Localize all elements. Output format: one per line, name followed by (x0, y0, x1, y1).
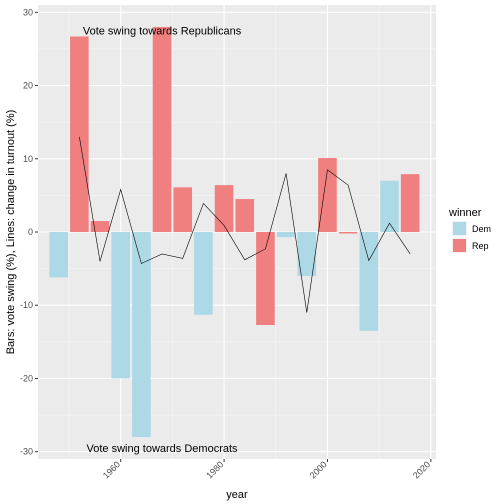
legend-swatch-dem (453, 222, 466, 235)
annotations-group: Vote swing towards Republicans Vote swing… (83, 26, 242, 455)
bar-2000 (318, 158, 337, 232)
y-tick-label: -20 (20, 373, 33, 383)
bar-1960 (111, 232, 131, 379)
bars-group (49, 26, 420, 438)
annotation-1: Vote swing towards Republicans (83, 26, 242, 38)
y-tick-label: -10 (20, 300, 33, 310)
y-axis-title: Bars: vote swing (%), Lines: change in t… (5, 110, 17, 355)
y-tick-label: 20 (23, 81, 33, 91)
x-axis-title: year (226, 489, 248, 501)
y-tick-label: 0 (28, 227, 33, 237)
bar-2004 (338, 232, 358, 234)
y-tick-label: 30 (23, 7, 33, 17)
bar-1972 (173, 187, 193, 232)
bar-1988 (256, 232, 275, 325)
bar-1980 (214, 185, 234, 232)
legend-swatch-rep (453, 239, 466, 252)
turnout-line-group (79, 136, 411, 313)
bar-2012 (380, 180, 399, 232)
bar-1952 (70, 36, 89, 233)
bar-1968 (152, 26, 172, 232)
annotation-2: Vote swing towards Democrats (87, 443, 239, 455)
legend: winner Dem Rep (448, 207, 491, 253)
bar-2016 (400, 174, 420, 232)
bar-1976 (194, 232, 213, 315)
turnout-change-line (79, 136, 411, 313)
bar-1948 (49, 232, 68, 278)
bar-1996 (297, 232, 317, 276)
y-axis: -30 -20 -10 0 10 20 30 (20, 7, 38, 457)
y-tick-label: 10 (23, 154, 33, 164)
bar-1984 (235, 199, 255, 232)
legend-label-rep: Rep (472, 241, 489, 251)
bar-1964 (132, 232, 151, 438)
bar-1956 (90, 221, 110, 232)
legend-title: winner (448, 207, 482, 219)
y-tick-label: -30 (20, 447, 33, 457)
bar-1992 (276, 232, 296, 238)
bar-2008 (359, 232, 379, 331)
legend-label-dem: Dem (472, 224, 491, 234)
